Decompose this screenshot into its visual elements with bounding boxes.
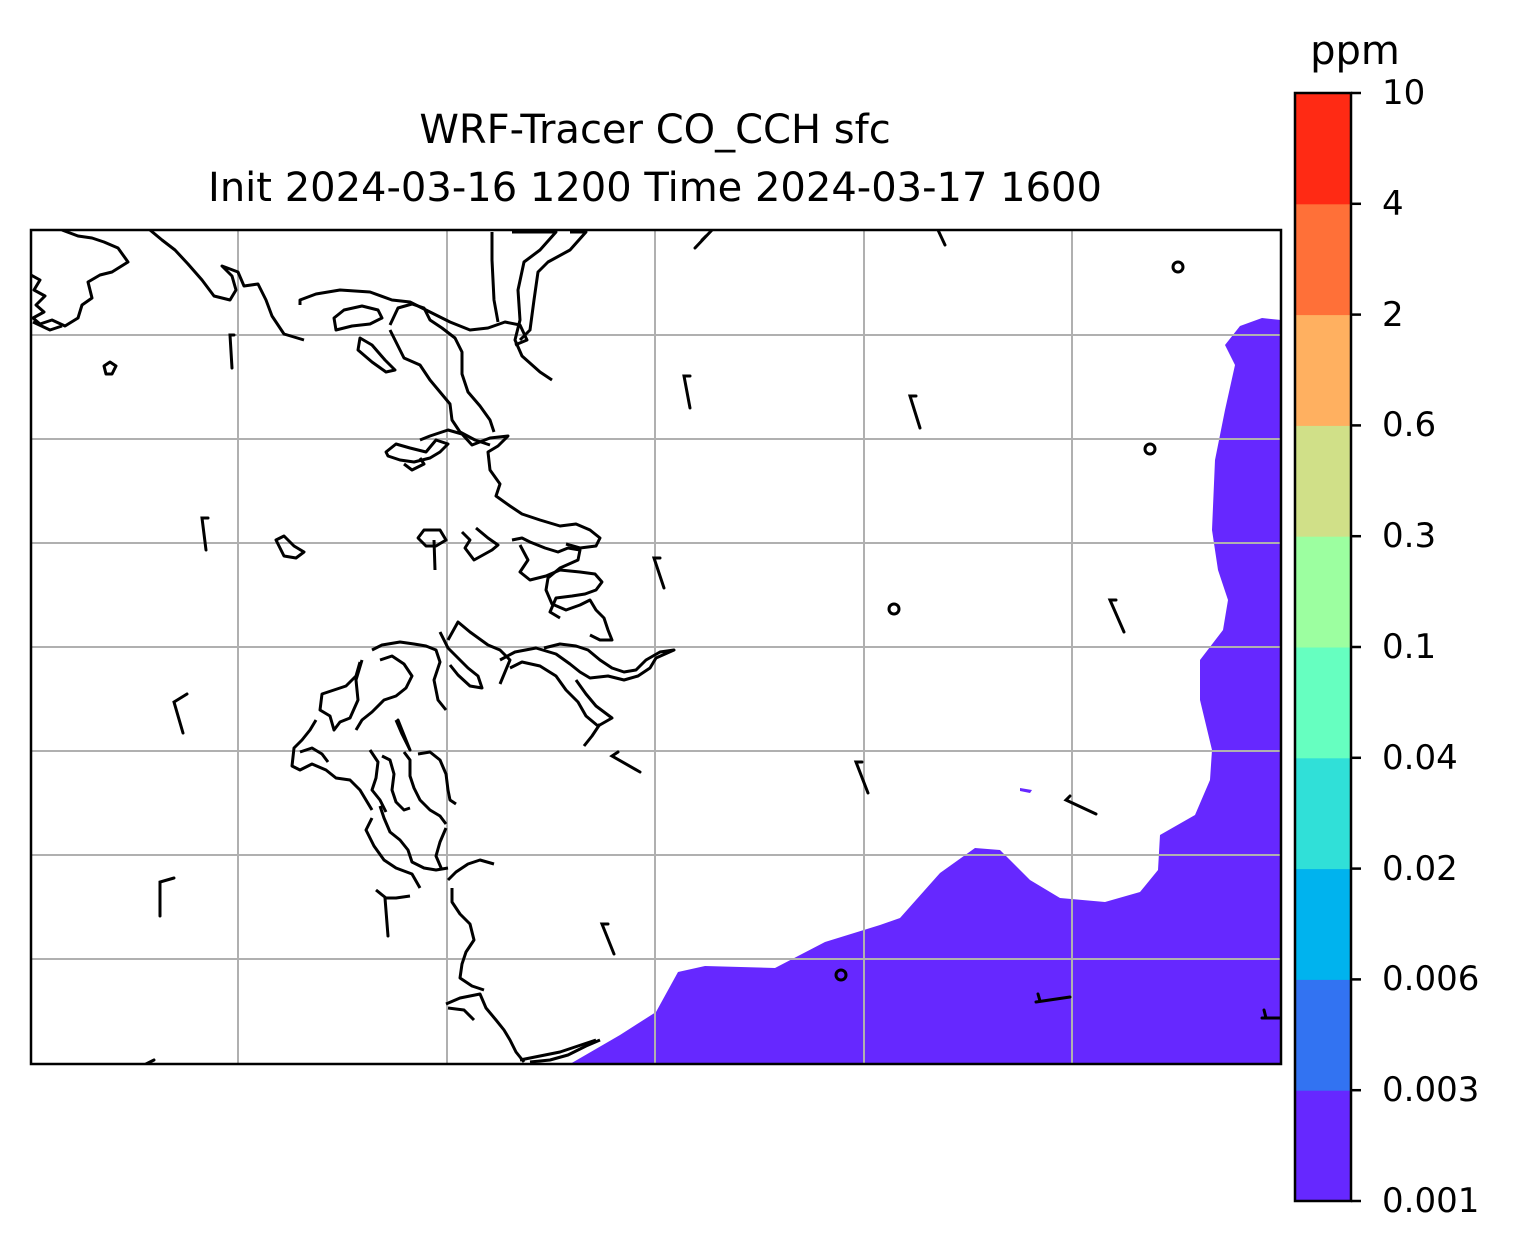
colorbar-segment xyxy=(1295,425,1351,537)
colorbar xyxy=(1293,91,1361,1203)
wind-barbs xyxy=(144,230,1281,1064)
colorbar-tick-label: 0.003 xyxy=(1382,1070,1480,1111)
colorbar-segment xyxy=(1295,536,1351,648)
colorbar-tick-label: 0.02 xyxy=(1382,848,1458,889)
colorbar-tick-label: 2 xyxy=(1382,294,1404,335)
map-frame xyxy=(29,228,1283,1066)
map-title: WRF-Tracer CO_CCH sfc xyxy=(419,107,891,153)
colorbar-tick-label: 0.1 xyxy=(1382,627,1437,667)
map-subtitle: Init 2024-03-16 1200 Time 2024-03-17 160… xyxy=(208,165,1102,211)
colorbar-tick-label: 10 xyxy=(1382,73,1426,113)
colorbar-segment xyxy=(1295,868,1351,980)
colorbar-unit-label: ppm xyxy=(1310,28,1400,74)
colorbar-tick-label: 0.6 xyxy=(1382,405,1437,446)
coastline xyxy=(31,230,1185,1064)
colorbar-tick-label: 4 xyxy=(1382,183,1404,224)
colorbar-tick-label: 0.006 xyxy=(1382,959,1480,1000)
colorbar-segment xyxy=(1295,203,1351,316)
colorbar-tick-label: 0.04 xyxy=(1382,737,1458,778)
map-gridlines xyxy=(31,230,1281,1064)
colorbar-segment xyxy=(1295,979,1351,1091)
tracer-fill-small-patch xyxy=(1020,788,1032,793)
colorbar-segment xyxy=(1295,1090,1351,1202)
tracer-fill-region xyxy=(570,318,1281,1064)
colorbar-tick-label: 0.001 xyxy=(1382,1181,1480,1221)
colorbar-segment xyxy=(1295,647,1351,759)
colorbar-segment xyxy=(1295,314,1351,426)
colorbar-tick-label: 0.3 xyxy=(1382,516,1437,557)
colorbar-segment xyxy=(1295,757,1351,870)
colorbar-segment xyxy=(1295,93,1351,205)
